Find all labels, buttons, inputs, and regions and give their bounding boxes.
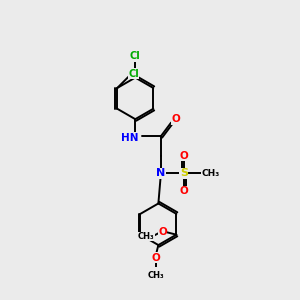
Text: CH₃: CH₃ bbox=[138, 232, 154, 241]
Text: O: O bbox=[179, 186, 188, 196]
Text: O: O bbox=[179, 151, 188, 161]
Text: CH₃: CH₃ bbox=[201, 169, 220, 178]
Text: Cl: Cl bbox=[128, 69, 139, 79]
Text: O: O bbox=[171, 114, 180, 124]
Text: Cl: Cl bbox=[130, 51, 141, 61]
Text: O: O bbox=[152, 253, 161, 263]
Text: N: N bbox=[156, 168, 165, 178]
Text: O: O bbox=[158, 227, 167, 237]
Text: CH₃: CH₃ bbox=[148, 271, 164, 280]
Text: HN: HN bbox=[121, 133, 138, 142]
Text: S: S bbox=[180, 168, 188, 178]
